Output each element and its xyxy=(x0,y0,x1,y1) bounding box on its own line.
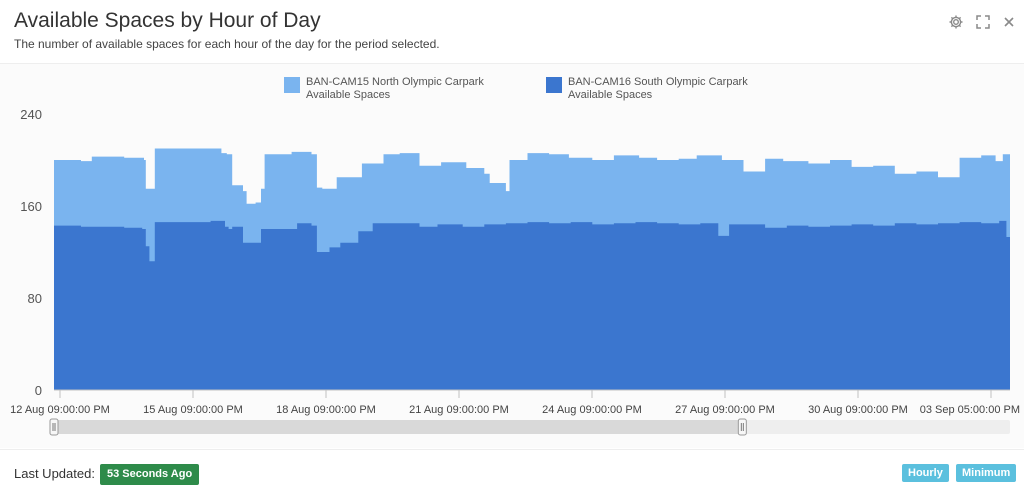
close-icon[interactable] xyxy=(1001,14,1017,30)
legend-item-south[interactable]: BAN-CAM16 South Olympic Carpark Availabl… xyxy=(546,76,768,102)
fullscreen-icon[interactable] xyxy=(975,14,991,30)
x-tick-label: 18 Aug 09:00:00 PM xyxy=(276,404,376,416)
legend-item-north[interactable]: BAN-CAM15 North Olympic Carpark Availabl… xyxy=(284,76,506,102)
legend-swatch-south xyxy=(546,77,562,93)
area-chart: 0 80 160 240 12 Aug 09:00:00 PM 15 Aug 09:00:… xyxy=(10,107,1020,436)
panel-header: Available Spaces by Hour of Day The numb… xyxy=(0,0,1024,62)
y-tick-label: 80 xyxy=(28,291,42,306)
panel-footer: Last Updated: 53 Seconds Ago Hourly Mini… xyxy=(0,449,1024,490)
chart-title: Available Spaces by Hour of Day xyxy=(14,9,321,32)
x-tick-label: 24 Aug 09:00:00 PM xyxy=(542,404,642,416)
chart-subtitle: The number of available spaces for each … xyxy=(14,37,440,51)
legend-swatch-north xyxy=(284,77,300,93)
legend-label-south: BAN-CAM16 South Olympic Carpark Availabl… xyxy=(568,76,748,101)
y-tick-label: 160 xyxy=(20,199,42,214)
gear-icon[interactable] xyxy=(948,14,964,30)
minimum-button[interactable]: Minimum xyxy=(956,464,1017,482)
navigator-selection[interactable] xyxy=(54,420,743,434)
legend-label-north: BAN-CAM15 North Olympic Carpark Availabl… xyxy=(306,76,484,101)
last-updated-label: Last Updated: xyxy=(14,466,95,481)
x-tick-label: 03 Sep 05:00:00 PM xyxy=(920,404,1020,416)
navigator-handle-left[interactable] xyxy=(49,418,59,436)
chart-area: 0 80 160 240 12 Aug 09:00:00 PM 15 Aug 09:00:… xyxy=(0,63,1024,448)
x-tick-label: 30 Aug 09:00:00 PM xyxy=(808,404,908,416)
chart-legend: BAN-CAM15 North Olympic Carpark Availabl… xyxy=(284,76,768,102)
series-area-south xyxy=(54,220,1010,390)
y-tick-label: 0 xyxy=(35,383,42,398)
y-tick-label: 240 xyxy=(20,107,42,122)
last-updated-badge: 53 Seconds Ago xyxy=(100,464,200,485)
hourly-button[interactable]: Hourly xyxy=(902,464,949,482)
x-tick-label: 12 Aug 09:00:00 PM xyxy=(10,404,110,416)
x-tick-label: 27 Aug 09:00:00 PM xyxy=(675,404,775,416)
navigator-handle-right[interactable] xyxy=(737,418,747,436)
x-tick-label: 15 Aug 09:00:00 PM xyxy=(143,404,243,416)
x-tick-label: 21 Aug 09:00:00 PM xyxy=(409,404,509,416)
